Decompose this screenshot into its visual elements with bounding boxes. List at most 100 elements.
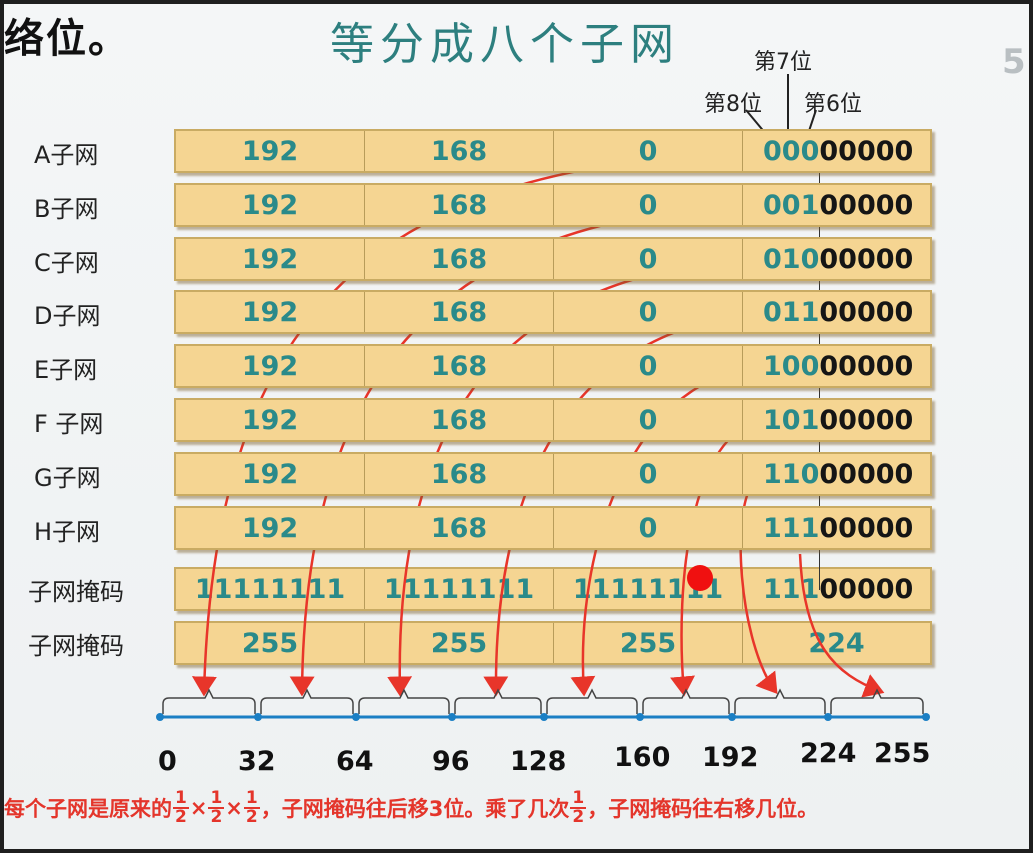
octet1-cell: 192 (241, 244, 299, 275)
octet1-cell: 192 (241, 351, 299, 382)
octet1-cell: 192 (241, 190, 299, 221)
subnet-row: 192 168 0 00000000 (174, 129, 932, 173)
octet2-cell: 168 (430, 351, 488, 382)
bit8-label: 第8位 (704, 92, 762, 117)
axis-tick-label: 32 (238, 746, 276, 777)
octet3-cell: 0 (638, 513, 658, 544)
octet4-cell: 10000000 (743, 346, 930, 386)
octet3-cell: 0 (638, 190, 658, 221)
subnet-bits: 101 (763, 405, 820, 436)
octet4-cell: 11100000 (743, 508, 930, 548)
octet4-cell: 00000000 (743, 131, 930, 171)
axis-dot (540, 713, 548, 721)
slide: 络位。 等分成八个子网 51 第7位 第8位 第6位 子网掩码 11111111… (4, 4, 1029, 849)
range-brace (734, 688, 826, 714)
axis-dot (922, 713, 930, 721)
subnet-bits: 100 (763, 351, 820, 382)
host-bits: 00000 (819, 136, 914, 167)
bit6-label: 第6位 (804, 92, 862, 117)
range-brace (358, 688, 450, 714)
octet4-cell: 11000000 (743, 454, 930, 494)
subnet-bits: 000 (763, 136, 820, 167)
mask-binary-octet4-subnet: 111 (763, 574, 820, 605)
mask-decimal-octet2: 255 (430, 628, 488, 659)
octet1-cell: 192 (241, 405, 299, 436)
octet3-cell: 0 (638, 459, 658, 490)
mask-binary-label: 子网掩码 (28, 578, 124, 606)
axis-tick-label: 192 (702, 742, 759, 773)
mask-decimal-row: 255 255 255 224 (174, 621, 932, 665)
octet1-cell: 192 (241, 513, 299, 544)
axis-dot (352, 713, 360, 721)
host-bits: 00000 (819, 190, 914, 221)
host-bits: 00000 (819, 513, 914, 544)
octet3-cell: 0 (638, 405, 658, 436)
octet2-cell: 168 (430, 513, 488, 544)
octet2-cell: 168 (430, 297, 488, 328)
row-label: H子网 (34, 518, 101, 546)
mask-binary-row: 11111111 11111111 11111111 11100000 (174, 567, 932, 611)
mask-decimal-label: 子网掩码 (28, 632, 124, 660)
range-brace (162, 688, 256, 714)
octet4-cell: 01000000 (743, 239, 930, 279)
octet1-cell: 192 (241, 297, 299, 328)
octet2-cell: 168 (430, 244, 488, 275)
top-left-fragment-text: 络位。 (4, 16, 130, 62)
axis-dot (728, 713, 736, 721)
range-brace (830, 688, 924, 714)
row-label: E子网 (34, 356, 98, 384)
octet3-cell: 0 (638, 244, 658, 275)
note-part1: 每个子网是原来的 (4, 797, 172, 821)
subnet-row: 192 168 0 00100000 (174, 183, 932, 227)
pointer-dot (687, 565, 713, 591)
mask-binary-octet2: 11111111 (383, 574, 535, 605)
subnet-bits: 111 (763, 513, 820, 544)
mask-decimal-octet4: 224 (808, 628, 865, 659)
host-bits: 00000 (819, 405, 914, 436)
mapping-arrow (798, 553, 885, 698)
axis-dots (156, 713, 930, 721)
octet4-cell: 00100000 (743, 185, 930, 225)
note-part2: ，子网掩码往后移3位。乘了几次 (260, 797, 570, 821)
octet3-cell: 0 (638, 351, 658, 382)
axis-dot (636, 713, 644, 721)
times-2: × (225, 796, 243, 820)
mask-decimal-octet1: 255 (241, 628, 299, 659)
host-bits: 00000 (819, 297, 914, 328)
axis-tick-label: 160 (614, 742, 671, 773)
subnet-bits: 001 (763, 190, 820, 221)
row-label: A子网 (34, 141, 99, 169)
octet1-cell: 192 (241, 136, 299, 167)
subnet-row: 192 168 0 01000000 (174, 237, 932, 281)
subnet-bits: 011 (763, 297, 820, 328)
octet4-cell: 01100000 (743, 292, 930, 332)
mask-binary-octet1: 11111111 (194, 574, 346, 605)
slide-title: 等分成八个子网 (330, 19, 680, 70)
axis-dot (156, 713, 164, 721)
subnet-row: 192 168 0 11100000 (174, 506, 932, 550)
axis-tick-label: 64 (336, 746, 374, 777)
subnet-row: 192 168 0 10100000 (174, 398, 932, 442)
axis-tick-label: 0 (158, 746, 177, 777)
octet1-cell: 192 (241, 459, 299, 490)
range-brace (454, 688, 542, 714)
axis-tick-label: 224 (800, 738, 857, 769)
axis-dot (824, 713, 832, 721)
host-bits: 00000 (819, 351, 914, 382)
row-label: C子网 (34, 249, 99, 277)
axis-tick-label: 128 (510, 746, 567, 777)
octet3-cell: 0 (638, 136, 658, 167)
octet2-cell: 168 (430, 459, 488, 490)
bit7-label: 第7位 (754, 50, 812, 75)
range-brace (642, 688, 730, 714)
note-part3: ，子网掩码往右移几位。 (587, 797, 819, 821)
octet4-cell: 10100000 (743, 400, 930, 440)
mask-decimal-octet3: 255 (619, 628, 677, 659)
subnet-bits: 010 (763, 244, 820, 275)
octet2-cell: 168 (430, 136, 488, 167)
octet2-cell: 168 (430, 405, 488, 436)
row-label: G子网 (34, 464, 101, 492)
